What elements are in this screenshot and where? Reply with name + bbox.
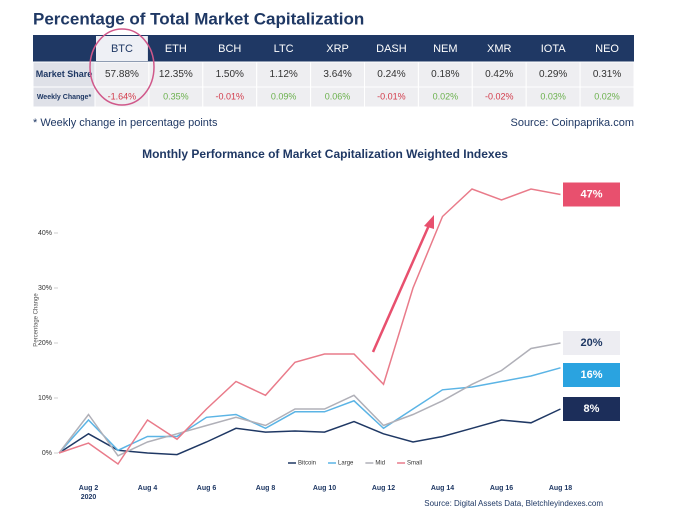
series-line xyxy=(58,188,561,466)
cell-value: 0.09% xyxy=(271,91,297,101)
cell xyxy=(310,61,366,88)
legend-label: Bitcoin xyxy=(298,461,316,467)
cell-value: 0.42% xyxy=(485,69,513,80)
x-tick-label: Aug 12 xyxy=(372,485,395,492)
cell-value: 0.18% xyxy=(431,69,459,80)
series-line xyxy=(58,408,561,456)
cell-value: 1.50% xyxy=(216,69,244,80)
y-tick-label: 10% xyxy=(38,395,52,402)
x-tick-label: Aug 10 xyxy=(313,485,336,492)
end-label: 20% xyxy=(580,337,602,349)
cell-value: 3.64% xyxy=(323,69,351,80)
cell xyxy=(256,61,312,88)
column-header: ETH xyxy=(165,43,187,55)
end-label-box xyxy=(563,397,620,421)
column-header: NEO xyxy=(595,43,619,55)
x-tick-label: Aug 18 xyxy=(549,485,572,492)
y-tick-label: 40% xyxy=(38,230,52,237)
table: BTC ETH BCH LTC XRP DASH NEM XMR IOTA NEO Market S… xyxy=(32,35,635,108)
cell-value: 57.88% xyxy=(105,69,139,80)
trend-arrow xyxy=(371,222,432,353)
column-header: NEM xyxy=(433,43,457,55)
cell-value: -0.01% xyxy=(215,91,244,101)
series-line xyxy=(58,367,561,454)
cell xyxy=(364,61,419,88)
cell-value: -0.02% xyxy=(485,91,514,101)
end-label: 47% xyxy=(580,188,602,200)
end-label-box xyxy=(563,363,620,387)
y-axis-label: Percentage Change xyxy=(34,293,40,347)
cell-value: 0.24% xyxy=(377,69,405,80)
cell-value: 0.02% xyxy=(594,91,620,101)
column-header: BTC xyxy=(111,43,133,55)
x-tick-label: Aug 2 xyxy=(79,485,99,492)
column-header: IOTA xyxy=(541,43,567,55)
x-tick-label: Aug 8 xyxy=(256,485,276,492)
highlight-circle xyxy=(89,28,155,106)
plot: 0% 10% 20% 30% 40% Aug 2 Aug 4 Aug 6 Aug 8 Aug 10… xyxy=(38,182,620,501)
cell-value: 0.03% xyxy=(540,91,566,101)
cell-value: 0.31% xyxy=(593,69,621,80)
x-tick-label: Aug 14 xyxy=(431,485,454,492)
row-label: Weekly Change* xyxy=(37,94,92,101)
y-tick-label: 20% xyxy=(38,340,52,347)
x-year-label: 2020 xyxy=(81,494,97,501)
cell-value: 0.06% xyxy=(325,91,351,101)
cell-value: -0.01% xyxy=(377,91,406,101)
x-tick-label: Aug 16 xyxy=(490,485,513,492)
cell-value: 0.29% xyxy=(539,69,567,80)
end-label-box xyxy=(563,331,620,355)
y-tick-label: 30% xyxy=(38,285,52,292)
arrow-head xyxy=(424,215,434,229)
title: Percentage of Total Market Capitalizatio… xyxy=(33,9,364,28)
cell-value: 0.02% xyxy=(433,91,459,101)
chart-title: Monthly Performance of Market Capitaliza… xyxy=(142,147,508,161)
header-cell-highlight xyxy=(96,36,148,61)
cell xyxy=(579,86,635,108)
series-line xyxy=(58,342,561,457)
chart-source: Source: Digital Assets Data, Bletchleyin… xyxy=(424,499,603,508)
y-tick-label: 0% xyxy=(42,450,52,457)
cell xyxy=(417,61,473,88)
column-header: XMR xyxy=(487,43,512,55)
end-label-box xyxy=(563,182,620,207)
column-header: XRP xyxy=(326,43,349,55)
legend-label: Large xyxy=(338,461,354,467)
x-tick-label: Aug 6 xyxy=(197,485,217,492)
end-label: 8% xyxy=(584,403,600,415)
cell-value: -1.64% xyxy=(108,91,137,101)
cell-value: 12.35% xyxy=(159,69,193,80)
column-header: LTC xyxy=(274,43,294,55)
table-source: Source: Coinpaprika.com xyxy=(510,117,634,129)
footnote: * Weekly change in percentage points xyxy=(33,117,218,129)
legend-label: Small xyxy=(407,461,422,467)
row-label: Market Share xyxy=(36,69,93,79)
legend-label: Mid xyxy=(375,461,385,467)
end-label: 16% xyxy=(580,369,602,381)
cell xyxy=(525,61,581,88)
cell-value: 0.35% xyxy=(163,91,189,101)
x-tick-label: Aug 4 xyxy=(138,485,158,492)
cell-value: 1.12% xyxy=(269,69,297,80)
column-header: DASH xyxy=(376,43,407,55)
column-header: BCH xyxy=(218,43,241,55)
